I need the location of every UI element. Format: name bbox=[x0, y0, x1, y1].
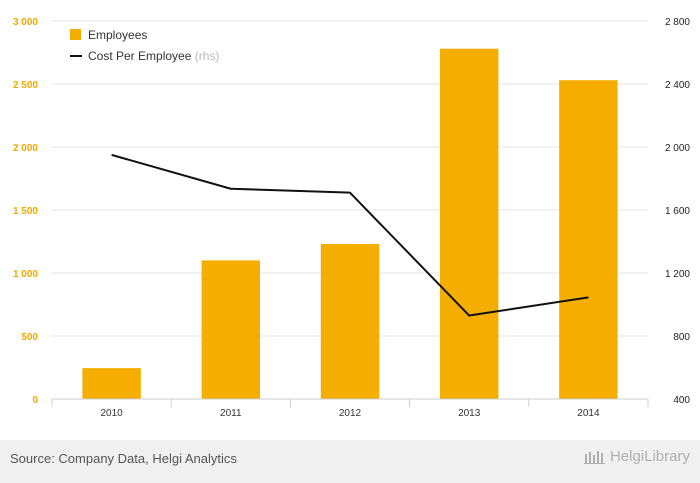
bar-employees bbox=[320, 244, 380, 399]
bar-employees bbox=[82, 368, 141, 399]
y-right-tick-label: 2 000 bbox=[665, 143, 690, 154]
x-tick-label: 2010 bbox=[100, 408, 123, 419]
y-left-tick-label: 0 bbox=[32, 395, 38, 406]
legend: Employees Cost Per Employee (rhs) bbox=[70, 28, 219, 63]
bar-employees bbox=[439, 48, 499, 399]
y-right-tick-label: 2 800 bbox=[665, 17, 690, 28]
y-right-tick-label: 1 200 bbox=[665, 269, 690, 280]
bar-employees bbox=[201, 260, 261, 399]
y-right-tick-label: 2 400 bbox=[665, 80, 690, 91]
y-left-tick-label: 1 000 bbox=[13, 269, 38, 280]
legend-label-employees: Employees bbox=[88, 28, 147, 42]
bar-employees bbox=[559, 80, 618, 399]
axes: 0 400 500 800 1 000 1 200 1 500 1 600 2 000 2 000… bbox=[13, 17, 690, 419]
y-right-tick-label: 800 bbox=[673, 332, 690, 343]
x-tick-label: 2011 bbox=[220, 408, 242, 419]
source-note: Source: Company Data, Helgi Analytics bbox=[10, 451, 237, 466]
y-left-tick-label: 2 000 bbox=[13, 143, 38, 154]
x-tick-label: 2012 bbox=[339, 408, 362, 419]
y-right-tick-label: 1 600 bbox=[665, 206, 690, 217]
y-right-tick-label: 400 bbox=[673, 395, 690, 406]
bars bbox=[82, 48, 618, 399]
brand-name: HelgiLibrary bbox=[609, 448, 690, 465]
legend-swatch-employees bbox=[70, 29, 81, 40]
legend-label-cost-per-employee: Cost Per Employee (rhs) bbox=[88, 49, 219, 63]
y-left-tick-label: 2 500 bbox=[13, 80, 38, 91]
y-left-tick-label: 500 bbox=[21, 332, 38, 343]
gridlines bbox=[52, 20, 648, 337]
x-tick-label: 2013 bbox=[458, 408, 481, 419]
chart: 0 400 500 800 1 000 1 200 1 500 1 600 2 000 2 000… bbox=[13, 17, 690, 419]
line-series bbox=[111, 153, 589, 317]
footer: Source: Company Data, Helgi Analytics He… bbox=[0, 440, 700, 483]
y-left-tick-label: 3 000 bbox=[13, 17, 38, 28]
y-left-tick-label: 1 500 bbox=[13, 206, 38, 217]
library-icon bbox=[583, 450, 605, 464]
brand-logo[interactable]: HelgiLibrary bbox=[583, 448, 690, 465]
x-tick-label: 2014 bbox=[577, 408, 600, 419]
